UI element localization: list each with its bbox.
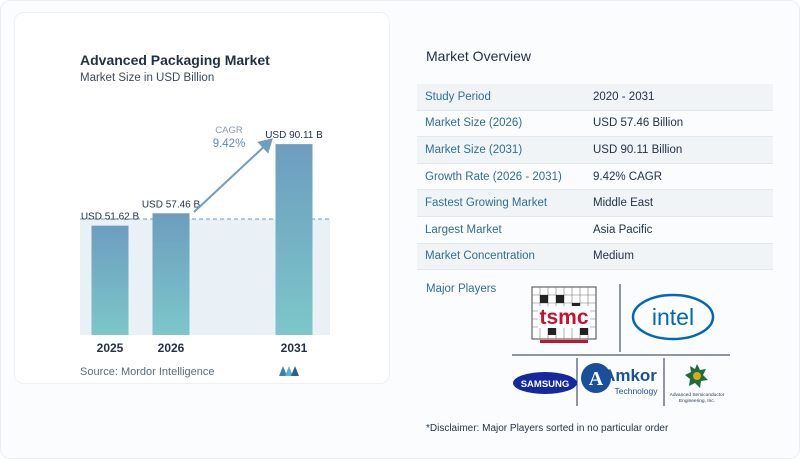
cagr-value: 9.42% [213, 138, 246, 150]
bar-2031 [275, 144, 313, 335]
samsung-logo: SAMSUNG [513, 372, 577, 394]
row-label: Market Size (2031) [425, 143, 523, 156]
row-label: Market Concentration [425, 250, 535, 263]
row-label: Largest Market [425, 223, 502, 236]
chart-title: Advanced Packaging Market [80, 52, 270, 68]
bar-2025 [91, 225, 129, 335]
overview-title: Market Overview [426, 48, 532, 64]
ase-line2: Engineering, Inc. [679, 398, 715, 404]
overview-row-fastest-growing: Fastest Growing Market Middle East [417, 190, 773, 217]
row-label: Growth Rate (2026 - 2031) [425, 170, 562, 183]
row-label: Market Size (2026) [425, 117, 523, 130]
cagr-arrow [193, 138, 273, 213]
bar-value-label: USD 51.62 B [81, 212, 140, 223]
amkor-a-glyph: A [589, 368, 604, 390]
tsmc-wordmark: tsmc [539, 306, 588, 329]
overview-table: Study Period 2020 - 2031 Market Size (20… [417, 84, 773, 271]
row-value: Medium [593, 250, 634, 263]
tsmc-logo: tsmc [531, 286, 597, 343]
samsung-wordmark: SAMSUNG [521, 379, 570, 390]
row-label: Fastest Growing Market [425, 197, 548, 210]
bar-2026 [152, 213, 190, 335]
amkor-subtext: Technology [614, 386, 658, 396]
overview-row-growth-rate: Growth Rate (2026 - 2031) 9.42% CAGR [417, 164, 773, 191]
ase-logo: Advanced Semiconductor Engineering, Inc. [670, 364, 725, 404]
intel-logo: intel [631, 293, 715, 341]
intel-wordmark: intel [652, 304, 694, 330]
disclaimer: *Disclaimer: Major Players sorted in no … [426, 423, 669, 434]
category-label: 2026 [158, 341, 185, 355]
overview-row-concentration: Market Concentration Medium [417, 243, 773, 271]
amkor-wordmark: Amkor [603, 366, 657, 385]
overview-row-market-size-2031: Market Size (2031) USD 90.11 Billion [417, 137, 773, 164]
row-value: USD 57.46 Billion [593, 117, 684, 130]
source-note: Source: Mordor Intelligence [80, 366, 215, 378]
cagr-label: CAGR [215, 125, 243, 136]
overview-row-study-period: Study Period 2020 - 2031 [417, 84, 773, 111]
category-label: 2025 [97, 341, 124, 355]
row-value: Middle East [593, 197, 654, 210]
bar-value-label: USD 90.11 B [265, 130, 323, 141]
ase-line1: Advanced Semiconductor [670, 392, 725, 398]
bar-value-label: USD 57.46 B [142, 199, 201, 210]
row-value: Asia Pacific [593, 223, 653, 236]
major-players-label: Major Players [426, 283, 497, 295]
source-text: Source: Mordor Intelligence [80, 366, 215, 378]
chart-subtitle: Market Size in USD Billion [80, 72, 215, 84]
overview-row-market-size-2026: Market Size (2026) USD 57.46 Billion [417, 111, 773, 138]
category-label: 2031 [281, 341, 308, 355]
amkor-logo: A Amkor Technology [581, 363, 658, 396]
row-label: Study Period [425, 90, 491, 103]
row-value: 9.42% CAGR [593, 170, 663, 183]
row-value: 2020 - 2031 [593, 90, 655, 103]
overview-row-largest-market: Largest Market Asia Pacific [417, 217, 773, 244]
row-value: USD 90.11 Billion [593, 143, 683, 156]
